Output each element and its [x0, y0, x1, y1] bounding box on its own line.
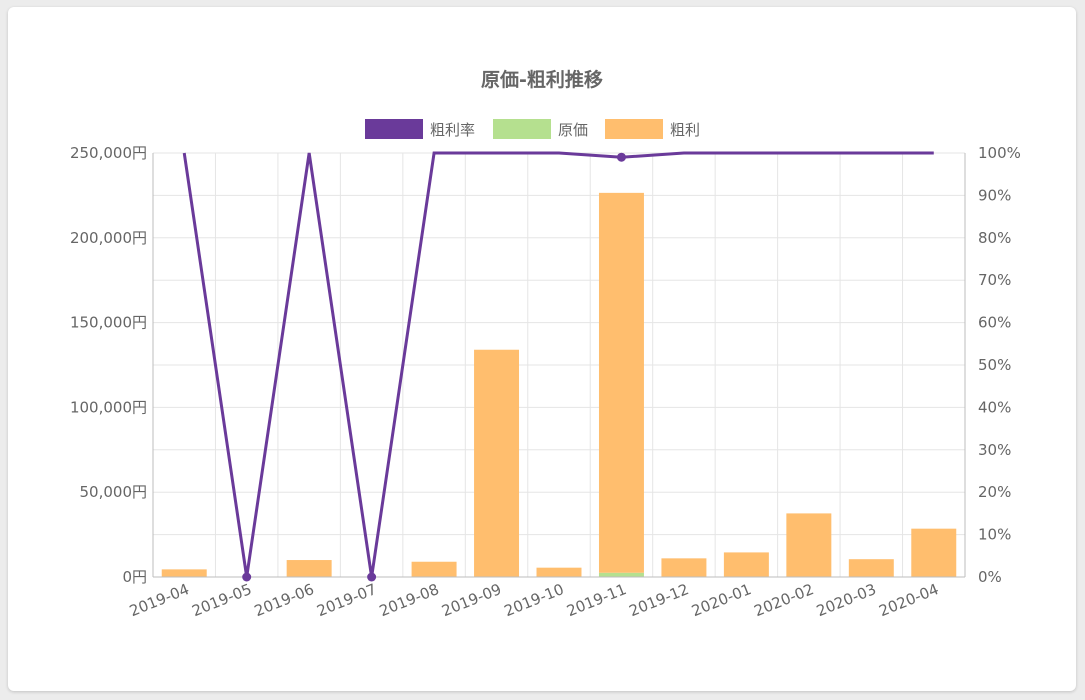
y-left-tick-label: 0円: [122, 568, 147, 586]
y-right-tick-label: 20%: [978, 483, 1011, 501]
bar-profit: [286, 560, 332, 577]
axes: [152, 153, 966, 578]
rate-point: [616, 152, 626, 162]
bar-profit: [598, 192, 644, 573]
tick-labels: 0円 50,000円 100,000円 150,000円 200,000円 250,000…: [70, 144, 1021, 620]
bar-profit: [411, 561, 457, 577]
bar-profit: [723, 552, 769, 577]
x-tick-label: 2020-02: [751, 580, 816, 620]
y-left-tick-label: 200,000円: [70, 229, 147, 247]
x-tick-label: 2019-04: [127, 580, 192, 620]
bar-profit: [848, 559, 894, 577]
x-tick-label: 2019-11: [564, 580, 629, 620]
x-tick-label: 2019-08: [377, 580, 442, 620]
x-tick-label: 2019-05: [189, 580, 254, 620]
chart-title: 原価-粗利推移: [481, 68, 603, 91]
x-tick-label: 2020-01: [689, 580, 754, 620]
x-tick-label: 2019-09: [439, 580, 504, 620]
y-right-tick-label: 30%: [978, 441, 1011, 459]
y-left-tick-label: 100,000円: [70, 398, 147, 416]
x-tick-label: 2020-03: [814, 580, 879, 620]
y-left-tick-label: 50,000円: [80, 483, 148, 501]
y-right-tick-label: 80%: [978, 229, 1011, 247]
x-tick-label: 2019-07: [314, 580, 379, 620]
bar-profit: [161, 569, 207, 577]
legend-swatch-profit: [605, 119, 663, 139]
x-tick-label: 2020-04: [876, 580, 941, 620]
legend-item-profit[interactable]: 粗利: [605, 119, 700, 139]
y-right-tick-label: 10%: [978, 526, 1011, 544]
x-tick-label: 2019-06: [252, 580, 317, 620]
y-right-tick-label: 60%: [978, 314, 1011, 332]
chart-card: 原価-粗利推移 粗利率 原価 粗利 0円 50,000円 100,000円 150,0…: [8, 7, 1076, 691]
bar-profit: [911, 528, 957, 577]
bar-profit: [536, 567, 582, 577]
bar-profit: [661, 558, 707, 577]
bar-profit: [474, 349, 520, 577]
rate-line: [182, 151, 934, 582]
y-left-tick-label: 250,000円: [70, 144, 147, 162]
grid: [152, 152, 966, 578]
bars: [161, 192, 957, 577]
rate-line-path: [182, 151, 934, 578]
legend-label-cost: 原価: [558, 121, 588, 139]
y-left-tick-label: 150,000円: [70, 314, 147, 332]
x-tick-label: 2019-12: [627, 580, 692, 620]
legend-item-rate[interactable]: 粗利率: [365, 119, 475, 139]
rate-point: [242, 572, 252, 582]
y-right-tick-label: 50%: [978, 356, 1011, 374]
bar-cost: [598, 572, 644, 577]
legend: 粗利率 原価 粗利: [365, 119, 700, 139]
legend-label-rate: 粗利率: [430, 121, 475, 139]
legend-swatch-cost: [493, 119, 551, 139]
bar-profit: [786, 513, 832, 577]
rate-point: [367, 572, 377, 582]
legend-label-profit: 粗利: [670, 121, 700, 139]
y-right-tick-label: 0%: [978, 568, 1002, 586]
gross-profit-chart: 原価-粗利推移 粗利率 原価 粗利 0円 50,000円 100,000円 150,0…: [70, 68, 1021, 620]
legend-swatch-rate: [365, 119, 423, 139]
y-right-tick-label: 70%: [978, 271, 1011, 289]
y-right-tick-label: 40%: [978, 398, 1011, 416]
y-right-tick-label: 100%: [978, 144, 1021, 162]
y-right-tick-label: 90%: [978, 186, 1011, 204]
x-tick-label: 2019-10: [502, 580, 567, 620]
legend-item-cost[interactable]: 原価: [493, 119, 588, 139]
